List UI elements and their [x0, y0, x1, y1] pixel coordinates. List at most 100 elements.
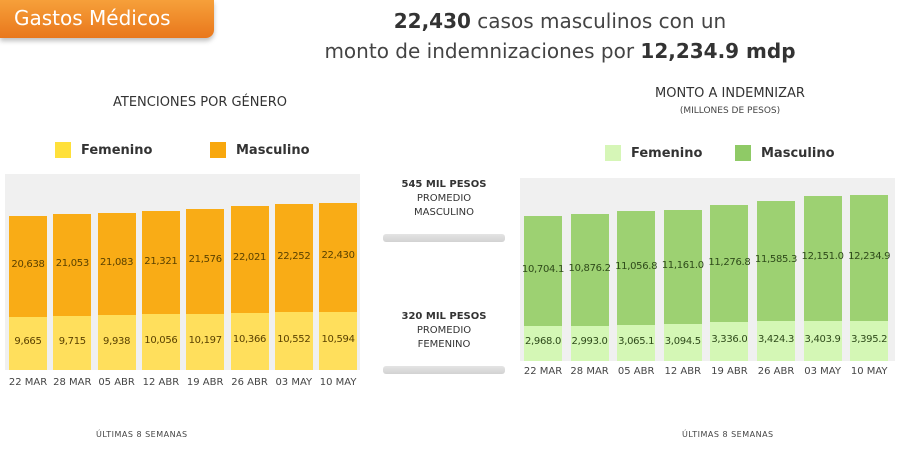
- headline-line-1: 22,430 casos masculinos con un: [300, 6, 820, 36]
- left-label-masculino: 22,021: [232, 252, 267, 264]
- left-legend-masculino-swatch: [210, 142, 226, 158]
- right-chart-footer: ÚLTIMAS 8 SEMANAS: [682, 430, 774, 439]
- right-label-masculino: 11,585.3: [754, 253, 798, 265]
- left-label-masculino: 22,430: [321, 250, 355, 262]
- right-bar-masculino: [757, 201, 795, 321]
- right-legend-femenino-label: Femenino: [631, 145, 703, 161]
- avg-femenino-gender: FEMENINO: [417, 339, 471, 350]
- left-label-masculino: 20,638: [11, 259, 45, 271]
- left-tick-label: 10 MAY: [319, 377, 357, 388]
- right-tick-label: 26 ABR: [757, 366, 795, 377]
- right-tick-label: 05 ABR: [617, 366, 655, 377]
- left-bar-femenino: [319, 311, 358, 370]
- left-label-femenino: 9,665: [14, 336, 42, 348]
- left-tick-label: 12 ABR: [142, 377, 180, 388]
- left-tick-label: 28 MAR: [53, 377, 92, 388]
- left-label-femenino: 10,366: [232, 334, 267, 346]
- avg-masculino: 545 MIL PESOS PROMEDIO MASCULINO: [388, 178, 500, 220]
- section-tag: Gastos Médicos: [0, 0, 214, 38]
- right-bar-femenino: [617, 324, 656, 361]
- right-label-femenino: 2,993.0: [571, 336, 608, 348]
- avg-femenino-divider: [383, 366, 505, 374]
- right-label-femenino: 3,395.2: [851, 333, 888, 345]
- right-tick-label: 19 ABR: [711, 366, 748, 377]
- left-bar-femenino: [97, 315, 136, 370]
- left-label-femenino: 9,715: [58, 336, 86, 348]
- avg-femenino-amount: 320 MIL PESOS: [401, 311, 487, 322]
- right-bar-masculino: [617, 210, 656, 325]
- right-label-masculino: 10,704.1: [521, 263, 565, 275]
- left-legend-masculino: Masculino: [210, 142, 310, 158]
- right-label-femenino: 3,336.0: [711, 334, 748, 346]
- left-bar-masculino: [9, 216, 47, 317]
- left-tick-label: 05 ABR: [98, 377, 135, 388]
- left-label-femenino: 10,552: [277, 333, 311, 345]
- right-tick-label: 22 MAR: [523, 366, 563, 377]
- right-label-femenino: 2,968.0: [524, 336, 562, 348]
- right-chart-title: MONTO A INDEMNIZAR: [655, 86, 805, 101]
- right-bar-masculino: [524, 215, 562, 326]
- headline: 22,430 casos masculinos con un monto de …: [300, 6, 820, 66]
- avg-femenino: 320 MIL PESOS PROMEDIO FEMENINO: [388, 310, 500, 352]
- avg-masculino-divider: [383, 234, 505, 242]
- right-chart-subtitle: (MILLONES DE PESOS): [679, 106, 781, 116]
- right-legend-masculino: Masculino: [735, 145, 835, 161]
- left-tick-label: 22 MAR: [8, 377, 48, 388]
- left-legend-femenino-label: Femenino: [81, 142, 153, 158]
- right-bar-masculino: [850, 194, 889, 321]
- avg-masculino-label: PROMEDIO: [416, 193, 472, 204]
- right-bar-masculino: [803, 195, 842, 321]
- left-bar-masculino: [53, 214, 92, 317]
- right-bar-masculino: [570, 213, 609, 326]
- right-label-masculino: 11,056.8: [615, 260, 658, 272]
- right-bar-masculino: [663, 209, 702, 325]
- right-label-masculino: 11,161.0: [661, 260, 704, 271]
- right-bar-femenino: [570, 325, 609, 361]
- right-tick-label: 10 MAY: [850, 366, 888, 377]
- left-legend-femenino-swatch: [55, 142, 71, 158]
- left-legend-femenino: Femenino: [55, 142, 152, 158]
- left-bar-masculino: [97, 212, 136, 316]
- left-bar-masculino: [230, 205, 269, 313]
- left-label-femenino: 10,594: [321, 333, 355, 345]
- right-label-masculino: 12,151.0: [801, 251, 844, 263]
- left-chart-title: ATENCIONES POR GÉNERO: [113, 95, 287, 110]
- left-chart-footer: ÚLTIMAS 8 SEMANAS: [96, 430, 188, 439]
- avg-masculino-gender: MASCULINO: [414, 207, 474, 218]
- right-bar-femenino: [757, 320, 795, 361]
- headline-text-1: casos masculinos con un: [470, 9, 727, 33]
- right-tick-label: 12 ABR: [664, 366, 702, 377]
- left-label-femenino: 10,056: [144, 335, 178, 347]
- headline-text-2: monto de indemnizaciones por: [324, 39, 641, 63]
- right-bar-femenino: [663, 324, 702, 361]
- right-label-femenino: 3,094.5: [664, 335, 701, 347]
- right-legend-femenino-swatch: [605, 145, 621, 161]
- right-bar-masculino: [710, 205, 749, 322]
- right-label-femenino: 3,403.9: [804, 333, 841, 345]
- left-tick-label: 19 ABR: [186, 377, 224, 388]
- left-label-masculino: 21,321: [144, 255, 178, 267]
- right-tick-label: 28 MAR: [570, 366, 609, 377]
- left-tick-label: 26 ABR: [231, 377, 268, 388]
- left-legend-masculino-label: Masculino: [236, 142, 310, 158]
- left-tick-label: 03 MAY: [275, 377, 313, 388]
- right-bar-femenino: [524, 325, 562, 361]
- left-bar-femenino: [53, 316, 92, 370]
- avg-masculino-amount: 545 MIL PESOS: [401, 179, 487, 190]
- left-label-masculino: 22,252: [277, 250, 311, 262]
- right-legend-masculino-swatch: [735, 145, 751, 161]
- right-legend-femenino: Femenino: [605, 145, 702, 161]
- left-bar-femenino: [141, 314, 180, 370]
- right-label-masculino: 12,234.9: [848, 250, 891, 262]
- left-bar-femenino: [230, 312, 269, 370]
- headline-cases: 22,430: [393, 9, 471, 33]
- left-label-masculino: 21,053: [55, 258, 90, 270]
- right-bar-femenino: [850, 320, 889, 361]
- headline-line-2: monto de indemnizaciones por 12,234.9 md…: [300, 36, 820, 66]
- right-label-masculino: 11,276.8: [708, 256, 751, 268]
- headline-amount: 12,234.9 mdp: [640, 39, 796, 63]
- left-bar-masculino: [186, 208, 225, 314]
- left-label-femenino: 10,197: [188, 334, 223, 346]
- right-tick-label: 03 MAY: [804, 366, 841, 377]
- right-bar-femenino: [803, 320, 842, 361]
